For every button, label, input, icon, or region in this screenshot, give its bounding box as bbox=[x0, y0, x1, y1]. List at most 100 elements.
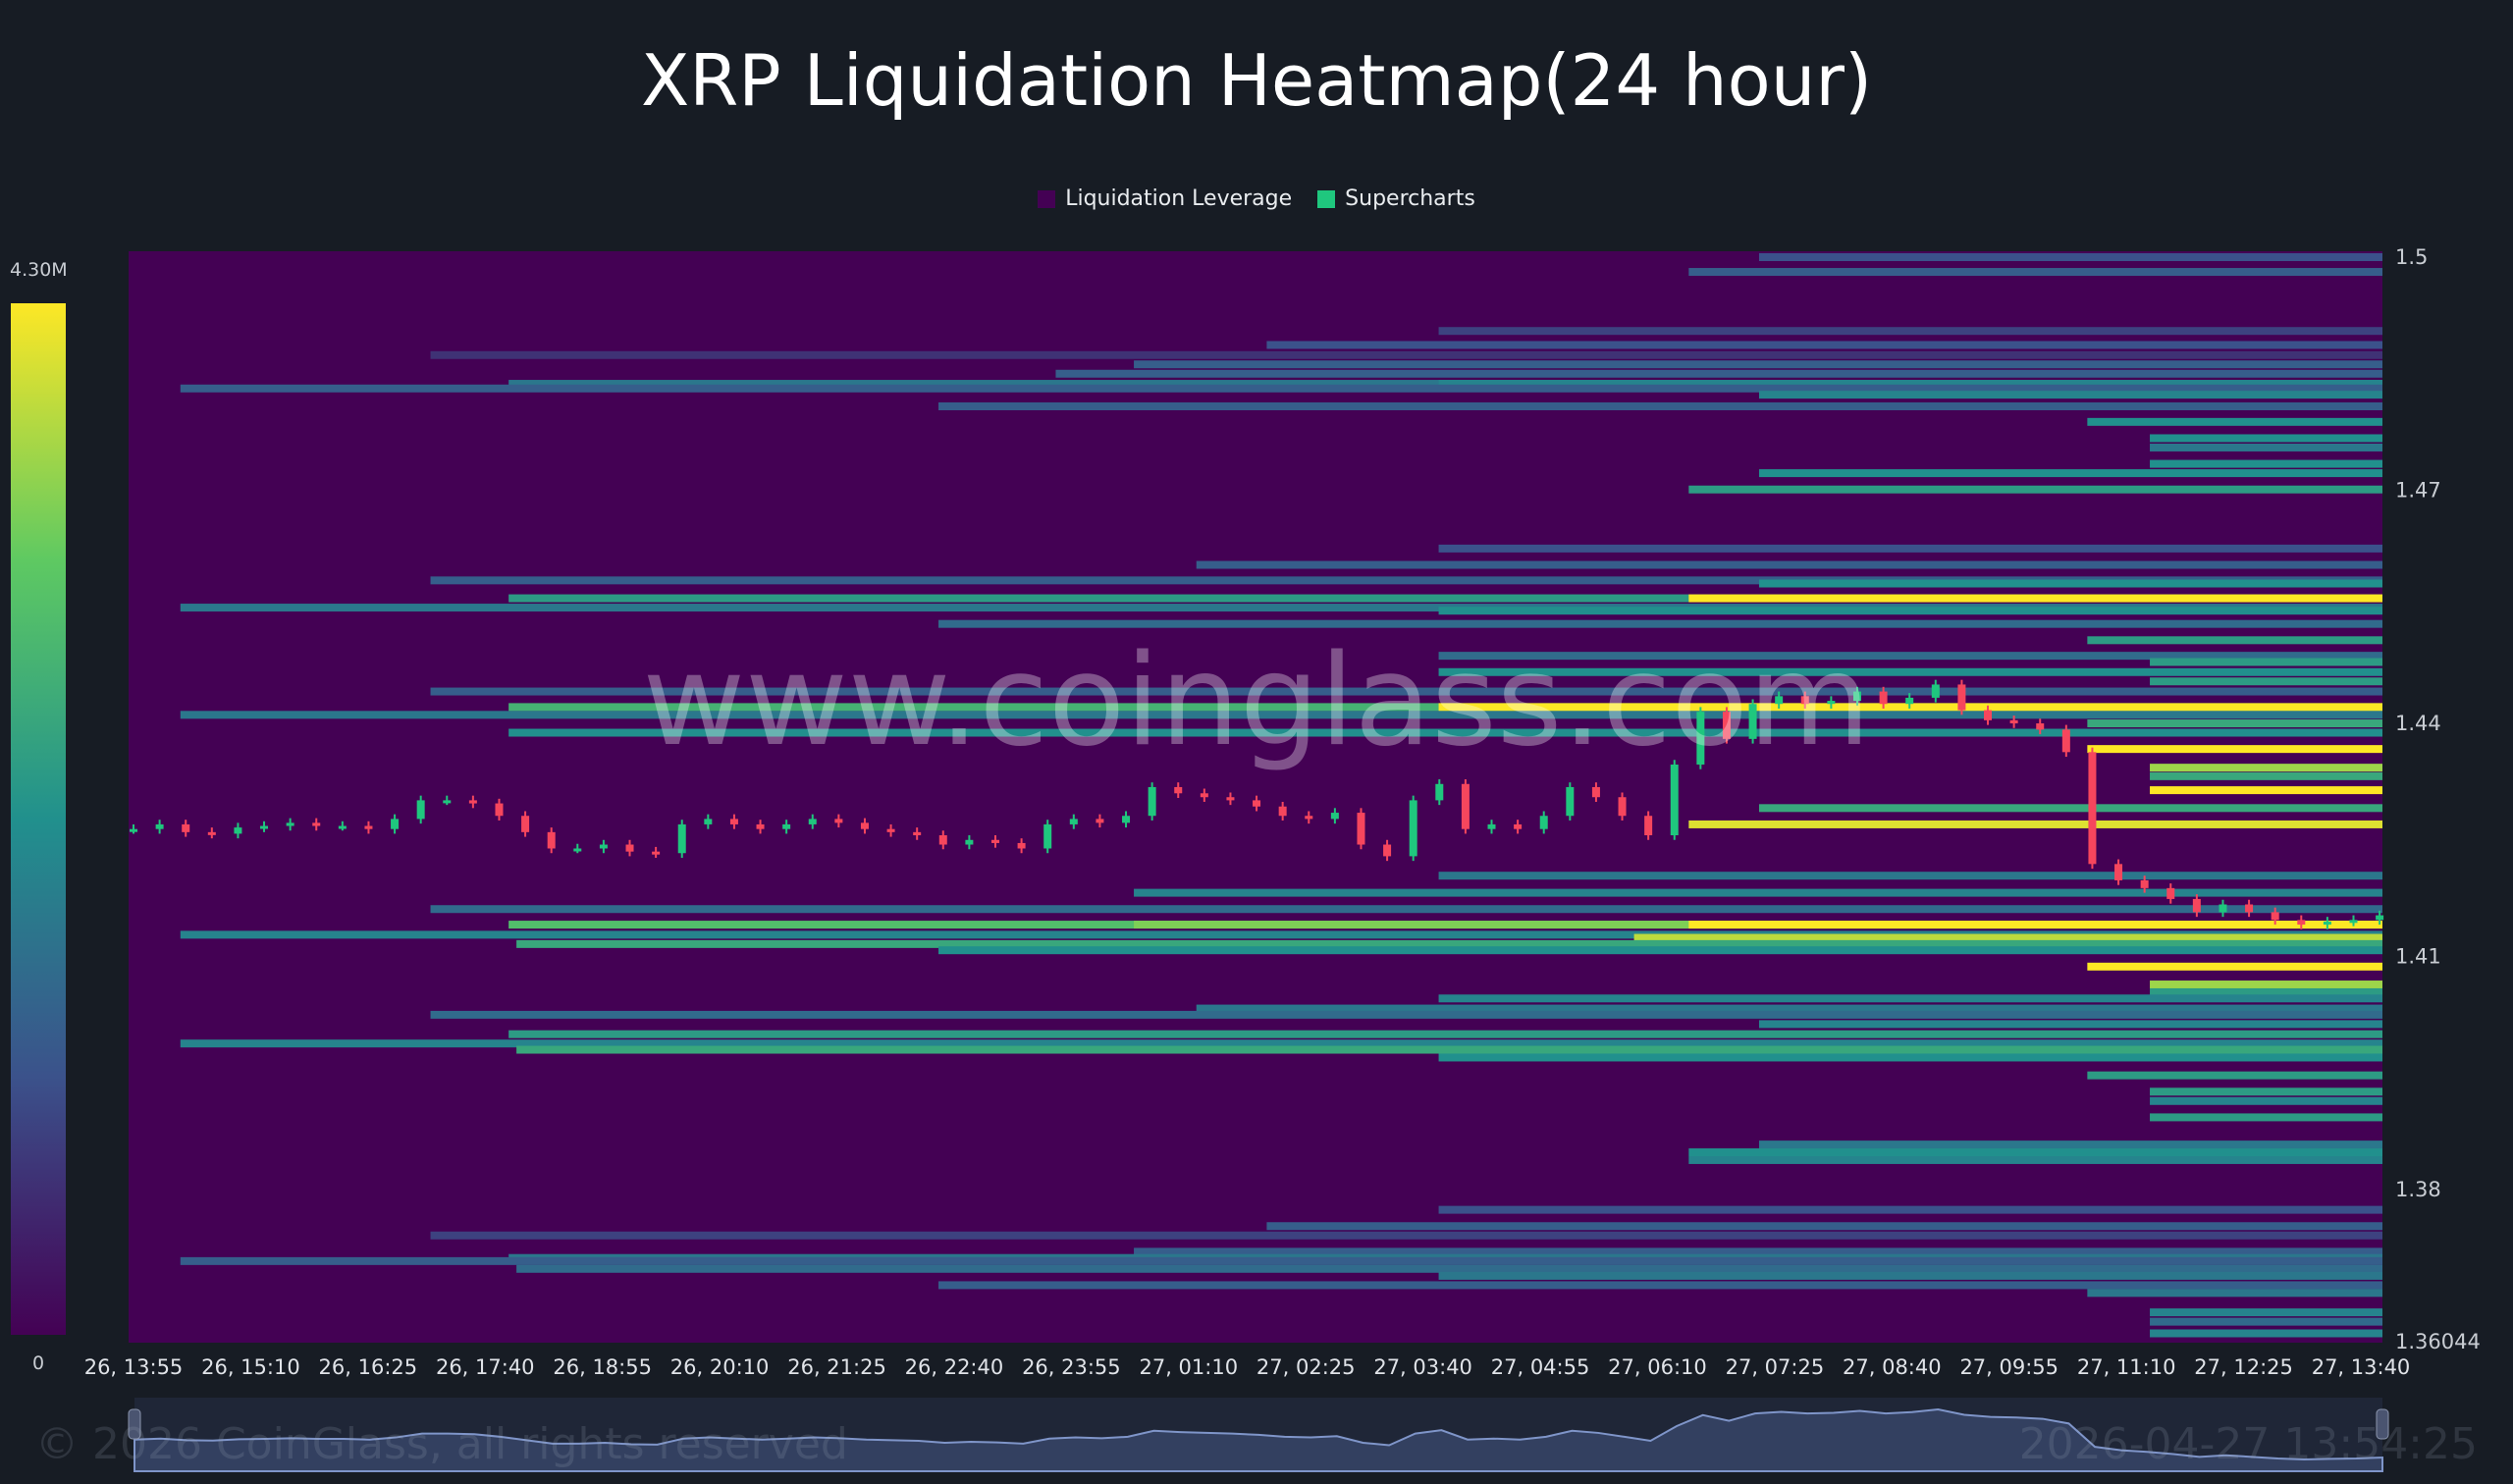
heatmap-band[interactable] bbox=[1134, 1247, 2382, 1256]
heatmap-band[interactable] bbox=[1438, 667, 2382, 676]
heatmap-band[interactable] bbox=[2150, 987, 2382, 996]
candle[interactable] bbox=[1566, 782, 1575, 821]
candle[interactable] bbox=[1305, 811, 1313, 824]
candle[interactable] bbox=[599, 839, 608, 854]
candle[interactable] bbox=[260, 821, 269, 832]
candle[interactable] bbox=[312, 818, 321, 831]
heatmap-band[interactable] bbox=[1758, 391, 2382, 399]
heatmap-band[interactable] bbox=[1758, 253, 2382, 261]
heatmap-band[interactable] bbox=[1438, 652, 2382, 661]
candle[interactable] bbox=[782, 820, 791, 834]
heatmap-band[interactable] bbox=[2150, 434, 2382, 443]
heatmap-band[interactable] bbox=[430, 1231, 2382, 1240]
heatmap-band[interactable] bbox=[180, 930, 2383, 939]
candle[interactable] bbox=[1122, 811, 1131, 828]
candle[interactable] bbox=[364, 821, 373, 834]
heatmap-band[interactable] bbox=[430, 687, 2382, 696]
heatmap-band[interactable] bbox=[1438, 703, 2382, 712]
candle[interactable] bbox=[338, 821, 347, 831]
candle[interactable] bbox=[1174, 782, 1183, 799]
candle[interactable] bbox=[729, 814, 738, 829]
candle[interactable] bbox=[1800, 691, 1809, 709]
heatmap-band[interactable] bbox=[508, 728, 2382, 737]
candle[interactable] bbox=[234, 822, 242, 839]
candle[interactable] bbox=[1069, 814, 1078, 829]
heatmap-band[interactable] bbox=[2150, 1317, 2382, 1326]
candle[interactable] bbox=[886, 823, 895, 837]
candle[interactable] bbox=[468, 795, 477, 809]
candle[interactable] bbox=[2114, 859, 2123, 885]
heatmap-band[interactable] bbox=[1438, 994, 2382, 1003]
heatmap-band[interactable] bbox=[1438, 544, 2382, 553]
heatmap-band[interactable] bbox=[516, 1045, 2382, 1054]
candle[interactable] bbox=[2323, 917, 2331, 929]
candle[interactable] bbox=[521, 811, 530, 837]
candle[interactable] bbox=[1670, 760, 1679, 840]
candle[interactable] bbox=[1200, 788, 1208, 802]
heatmap-band[interactable] bbox=[1758, 804, 2382, 813]
candle[interactable] bbox=[207, 827, 216, 839]
candle[interactable] bbox=[416, 795, 425, 824]
heatmap-band[interactable] bbox=[180, 1256, 2383, 1265]
candle[interactable] bbox=[2009, 716, 2018, 728]
candle[interactable] bbox=[2192, 894, 2201, 918]
candle[interactable] bbox=[1357, 808, 1365, 850]
heatmap-band[interactable] bbox=[430, 905, 2382, 914]
candle[interactable] bbox=[2140, 875, 2149, 893]
candle[interactable] bbox=[1931, 679, 1940, 703]
heatmap-band[interactable] bbox=[430, 576, 2382, 585]
heatmap-band[interactable] bbox=[2150, 658, 2382, 666]
candle[interactable] bbox=[1827, 696, 1836, 709]
candle[interactable] bbox=[1043, 820, 1052, 854]
heatmap-band[interactable] bbox=[2150, 1329, 2382, 1338]
heatmap-band[interactable] bbox=[180, 1039, 2383, 1048]
candle[interactable] bbox=[182, 820, 190, 837]
navigator-handle-left[interactable] bbox=[128, 1408, 141, 1440]
heatmap-band[interactable] bbox=[1688, 1155, 2382, 1164]
heatmap-band[interactable] bbox=[1438, 380, 2382, 389]
candle[interactable] bbox=[625, 839, 634, 857]
candle[interactable] bbox=[1278, 801, 1287, 821]
candle[interactable] bbox=[286, 818, 294, 831]
heatmap-band[interactable] bbox=[430, 350, 2382, 359]
candle[interactable] bbox=[2219, 899, 2227, 918]
heatmap-band[interactable] bbox=[430, 1010, 2382, 1019]
candle[interactable] bbox=[1957, 679, 1966, 716]
candle[interactable] bbox=[704, 814, 713, 829]
heatmap-band[interactable] bbox=[2087, 1289, 2382, 1298]
heatmap-band[interactable] bbox=[1688, 1148, 2382, 1157]
candle[interactable] bbox=[2271, 907, 2279, 926]
heatmap-band[interactable] bbox=[2087, 962, 2382, 971]
heatmap-band[interactable] bbox=[1758, 469, 2382, 478]
heatmap-band[interactable] bbox=[2150, 443, 2382, 451]
heatmap-band[interactable] bbox=[2087, 417, 2382, 426]
heatmap-band[interactable] bbox=[1438, 1271, 2382, 1280]
heatmap-band[interactable] bbox=[2087, 1071, 2382, 1080]
candle[interactable] bbox=[1905, 693, 1914, 709]
heatmap-band[interactable] bbox=[2150, 459, 2382, 468]
candle[interactable] bbox=[1644, 811, 1653, 840]
heatmap-band[interactable] bbox=[938, 1281, 2382, 1290]
heatmap-band[interactable] bbox=[516, 939, 2382, 948]
candle[interactable] bbox=[2297, 915, 2306, 929]
candle[interactable] bbox=[1748, 699, 1757, 744]
heatmap-band[interactable] bbox=[1688, 820, 2382, 828]
candle[interactable] bbox=[1096, 814, 1104, 828]
candle[interactable] bbox=[391, 814, 400, 834]
heatmap-band[interactable] bbox=[1438, 1053, 2382, 1062]
candle[interactable] bbox=[1435, 779, 1444, 806]
candle[interactable] bbox=[1330, 808, 1339, 824]
candle[interactable] bbox=[860, 818, 869, 834]
candle[interactable] bbox=[756, 820, 765, 834]
heatmap-band[interactable] bbox=[508, 1030, 2382, 1038]
candle[interactable] bbox=[834, 814, 843, 828]
heatmap-band[interactable] bbox=[1688, 485, 2382, 494]
heatmap-band[interactable] bbox=[1758, 1020, 2382, 1029]
colorbar[interactable] bbox=[11, 303, 66, 1335]
candle[interactable] bbox=[808, 814, 817, 829]
candle[interactable] bbox=[652, 846, 661, 858]
candle[interactable] bbox=[938, 830, 947, 850]
heatmap-band[interactable] bbox=[1266, 1222, 2382, 1231]
candle[interactable] bbox=[1487, 820, 1496, 834]
